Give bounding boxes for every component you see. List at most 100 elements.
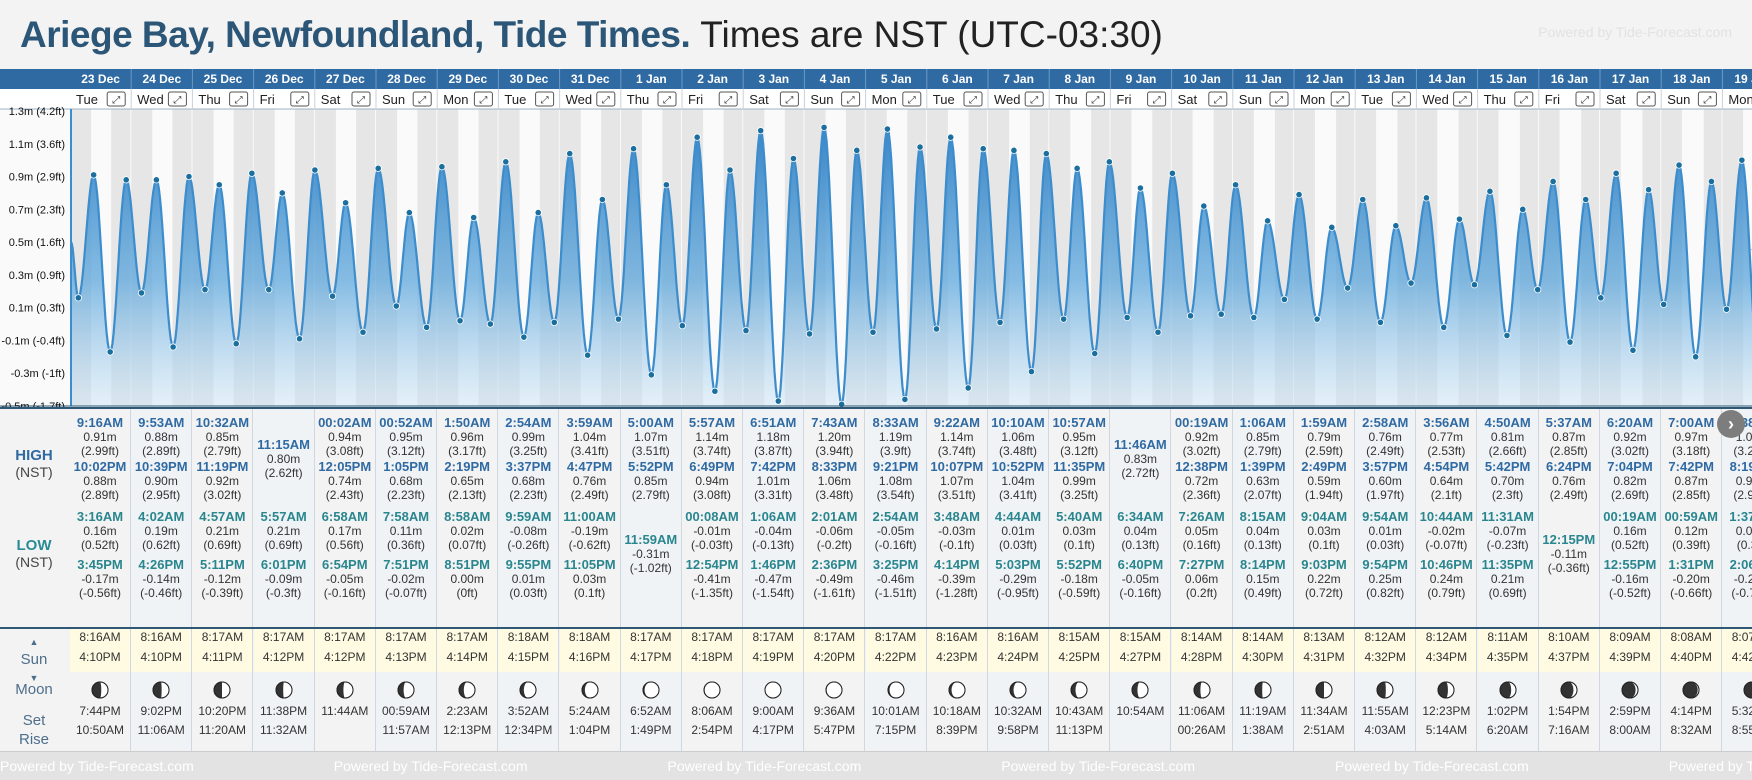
expand-arrow-glyph: ⤢ [1459,95,1467,106]
expand-day-icon[interactable] [535,91,555,107]
expand-day-icon[interactable] [1269,91,1289,107]
high-tide-point [1612,169,1620,177]
low-tide-entry: 1:06AM -0.04m (-0.13ft) [743,509,803,552]
expand-day-icon[interactable] [473,91,493,107]
high-tide-entry: 9:53AM 0.88m (2.89ft) [131,415,191,458]
tide-height-m: 0.76m [1368,430,1402,444]
low-tide-point [869,328,877,336]
tide-height-m: 0.01m [1368,524,1402,538]
expand-day-icon[interactable] [841,91,861,107]
expand-day-icon[interactable] [1330,91,1350,107]
tide-time: 8:15AM [1239,509,1286,524]
tide-height-ft: (-0.16ft) [874,538,917,552]
expand-day-icon[interactable] [1453,91,1473,107]
sun-times: 8:17AM 4:20PM [804,627,865,672]
expand-day-icon[interactable] [1575,91,1595,107]
high-tide-entry: 10:07PM 1.07m (3.51ft) [927,459,987,502]
sunrise-time: 8:07AM [1731,630,1752,644]
tide-height-ft: (2.99ft) [1733,488,1752,502]
tide-height-ft: (-0.39ft) [201,586,244,600]
expand-day-icon[interactable] [1147,91,1167,107]
moonset-time: 4:14PM [1670,704,1712,718]
moonset-time: 1:02PM [1486,704,1529,718]
tide-time: 00:59AM [1664,509,1718,524]
tide-height-m: 0.03m [572,572,607,586]
expand-day-icon[interactable] [779,91,799,107]
tide-height-m: -0.11m [1550,547,1588,561]
high-tide-point [1675,161,1683,169]
low-tide-point [1217,310,1225,318]
low-tide-point [520,333,528,341]
sun-times: 8:12AM 4:34PM [1416,627,1477,672]
moon-times: 2:59PM 8:00AM [1600,674,1660,751]
expand-day-icon[interactable] [902,91,922,107]
sun-times: 8:17AM 4:14PM [437,627,498,672]
tide-height-ft: (3.25ft) [509,444,548,458]
expand-day-icon[interactable] [412,91,432,107]
moon-phase-icon [1009,681,1027,699]
moonset-time: 1:54PM [1548,704,1590,718]
moon-times: 10:43AM 11:13PM [1049,674,1109,751]
tide-height-ft: (3.41ft) [570,444,609,458]
expand-day-icon[interactable] [1208,91,1228,107]
tide-height-m: 0.04m [1246,524,1280,538]
high-tide-point [883,125,892,133]
tide-height-ft: (2.59ft) [1304,444,1343,458]
moonset-time: 9:36AM [813,704,856,718]
high-tide-entry: 9:16AM 0.91m (2.99ft) [70,415,130,458]
expand-day-icon[interactable] [229,91,249,107]
expand-day-icon[interactable] [1024,91,1044,107]
expand-day-icon[interactable] [1391,91,1411,107]
expand-day-icon[interactable] [167,91,187,107]
y-tick-label: -0.3m (-1ft) [11,368,65,380]
date-label: 14 Jan [1428,72,1465,86]
moonset-time: 11:06AM [1178,704,1226,718]
expand-day-icon[interactable] [351,91,371,107]
moonrise-time: 8:00AM [1609,723,1651,737]
tide-height-ft: (0.13ft) [1121,538,1160,552]
expand-day-icon[interactable] [963,91,983,107]
sun-times: 8:14AM 4:30PM [1232,627,1293,672]
expand-day-icon[interactable] [1514,91,1534,107]
high-tide-entry: 7:42PM 1.01m (3.31ft) [743,459,803,502]
expand-arrow-glyph: ⤢ [602,95,610,106]
weekday-label: Tue [504,92,526,107]
tide-height-ft: (2.89ft) [142,444,181,458]
expand-day-icon[interactable] [290,91,310,107]
tide-time: 5:37AM [1545,415,1592,430]
expand-day-icon[interactable] [718,91,738,107]
expand-day-icon[interactable] [1697,91,1717,107]
tide-height-ft: (0.2ft) [1185,586,1218,600]
moonrise-time: 5:14AM [1425,723,1468,737]
tide-time: 12:38PM [1175,459,1228,474]
low-tide-point [1376,318,1385,327]
next-page-button[interactable]: › [1717,410,1745,438]
high-tide-point [438,163,446,171]
high-tide-entry: 11:46AM 0.83m (2.72ft) [1110,437,1170,480]
tide-height-m: 0.11m [389,524,423,538]
day-column: 1:50AM 0.96m (3.17ft) 2:19PM 0.65m (2.13ft) 8:… [437,409,499,751]
tide-height-ft: (-0.66ft) [1670,586,1713,600]
expand-arrow-glyph: ⤢ [541,95,549,106]
tide-height-ft: (2.49ft) [1366,444,1405,458]
tide-height-m: -0.05m [876,524,915,538]
low-tide-point [328,292,337,300]
tide-time: 10:10AM [991,415,1045,430]
high-tide-entry: 6:20AM 0.92m (3.02ft) [1600,415,1660,458]
expand-day-icon[interactable] [1636,91,1656,107]
weekday-label: Tue [1361,92,1383,107]
day-column: 7:00AM 0.97m (3.18ft) 7:42PM 0.87m (2.85ft) 00… [1661,409,1723,751]
low-tide-entry: 11:35PM 0.21m (0.69ft) [1478,557,1538,600]
expand-day-icon[interactable] [106,91,126,107]
low-tide-entry: 1:31PM -0.20m (-0.66ft) [1661,557,1721,600]
tide-area [71,127,1752,406]
moonset-time: 9:00AM [752,704,794,718]
expand-day-icon[interactable] [596,91,616,107]
low-tide-entry: 2:36PM -0.49m (-1.61ft) [804,557,864,600]
sunrise-time: 8:17AM [385,630,427,644]
expand-day-icon[interactable] [657,91,677,107]
high-tide-point [1455,215,1464,223]
sun-times: 8:11AM 4:35PM [1477,627,1538,672]
expand-day-icon[interactable] [1085,91,1105,107]
tide-height-m: 0.00m [450,572,484,586]
